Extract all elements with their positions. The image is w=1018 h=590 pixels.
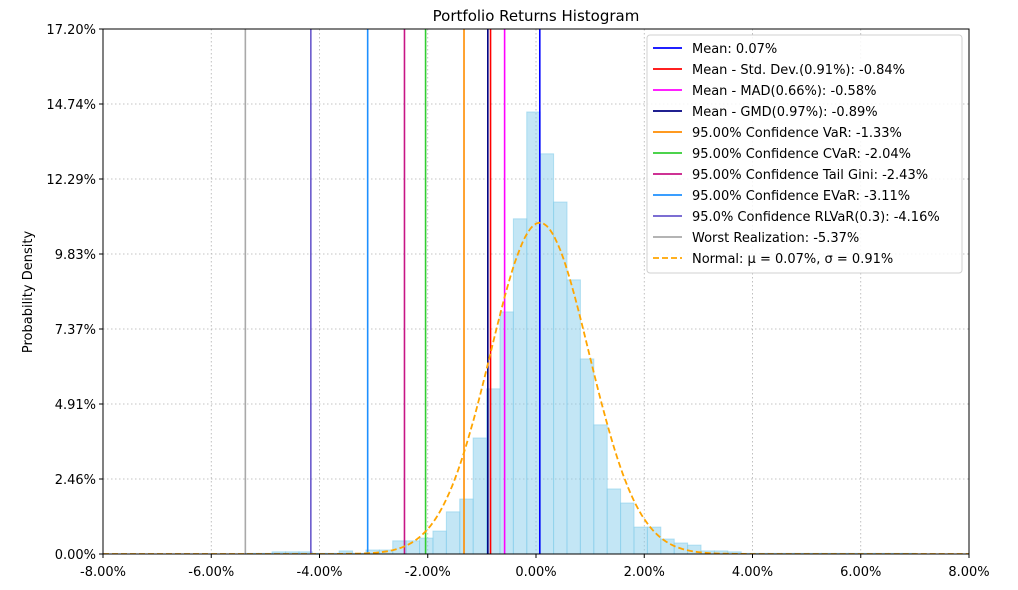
- histogram-bar: [432, 530, 447, 555]
- y-tick-label: 4.91%: [55, 398, 96, 413]
- histogram-bar: [445, 511, 461, 555]
- histogram-bar: [660, 538, 675, 555]
- normal-curve-line: [103, 221, 969, 554]
- y-tick-label: 9.83%: [55, 248, 96, 263]
- histogram-bar: [526, 111, 541, 555]
- x-tick-label: -8.00%: [80, 565, 126, 580]
- histogram-bar: [539, 153, 555, 555]
- legend-label: 95.00% Confidence VaR: -1.33%: [692, 126, 902, 141]
- normal-curve: [103, 221, 969, 554]
- x-tick-label: -2.00%: [405, 565, 451, 580]
- axis-ticks: -8.00% -6.00% -4.00% -2.00% 0.00% 2.00% 4.00% 6…: [46, 23, 989, 580]
- chart-title: Portfolio Returns Histogram: [433, 7, 640, 25]
- histogram-bar: [579, 358, 595, 555]
- y-tick-label: 0.00%: [55, 548, 96, 563]
- x-tick-label: -6.00%: [188, 565, 234, 580]
- x-tick-label: 8.00%: [948, 565, 989, 580]
- legend-label: 95.00% Confidence EVaR: -3.11%: [692, 189, 910, 204]
- legend-box: [646, 34, 963, 274]
- y-tick-label: 12.29%: [46, 173, 96, 188]
- histogram-bar: [512, 218, 528, 555]
- legend-label: Mean - GMD(0.97%): -0.89%: [692, 105, 878, 120]
- histogram-bar: [553, 201, 568, 555]
- histogram-bar: [499, 311, 514, 555]
- histogram-bar: [459, 498, 474, 555]
- y-tick-label: 14.74%: [46, 98, 96, 113]
- legend-label: 95.00% Confidence Tail Gini: -2.43%: [692, 168, 928, 183]
- histogram-bar: [472, 437, 488, 555]
- x-tick-label: 6.00%: [840, 565, 881, 580]
- y-tick-label: 7.37%: [55, 323, 96, 338]
- x-tick-label: 2.00%: [624, 565, 665, 580]
- y-axis-label: Probability Density: [21, 231, 36, 354]
- legend-label: Mean - MAD(0.66%): -0.58%: [692, 84, 876, 99]
- x-tick-label: 4.00%: [732, 565, 773, 580]
- legend-label: 95.00% Confidence CVaR: -2.04%: [692, 147, 911, 162]
- histogram-bar: [620, 502, 635, 555]
- legend: Mean: 0.07% Mean - Std. Dev.(0.91%): -0.8…: [646, 34, 963, 274]
- histogram-bar: [593, 424, 608, 555]
- statistic-lines: [244, 29, 541, 554]
- histogram-bar: [606, 488, 622, 555]
- histogram-bar: [633, 526, 648, 555]
- legend-label: Mean - Std. Dev.(0.91%): -0.84%: [692, 63, 905, 78]
- y-tick-label: 17.20%: [46, 23, 96, 38]
- x-tick-label: 0.00%: [515, 565, 556, 580]
- legend-label: 95.0% Confidence RLVaR(0.3): -4.16%: [692, 210, 940, 225]
- legend-label: Worst Realization: -5.37%: [692, 231, 859, 246]
- y-tick-label: 2.46%: [55, 473, 96, 488]
- histogram-bar: [646, 526, 662, 555]
- x-tick-label: -4.00%: [297, 565, 343, 580]
- histogram-bar: [566, 279, 581, 555]
- legend-label: Normal: μ = 0.07%, σ = 0.91%: [692, 252, 893, 267]
- legend-label: Mean: 0.07%: [692, 42, 777, 57]
